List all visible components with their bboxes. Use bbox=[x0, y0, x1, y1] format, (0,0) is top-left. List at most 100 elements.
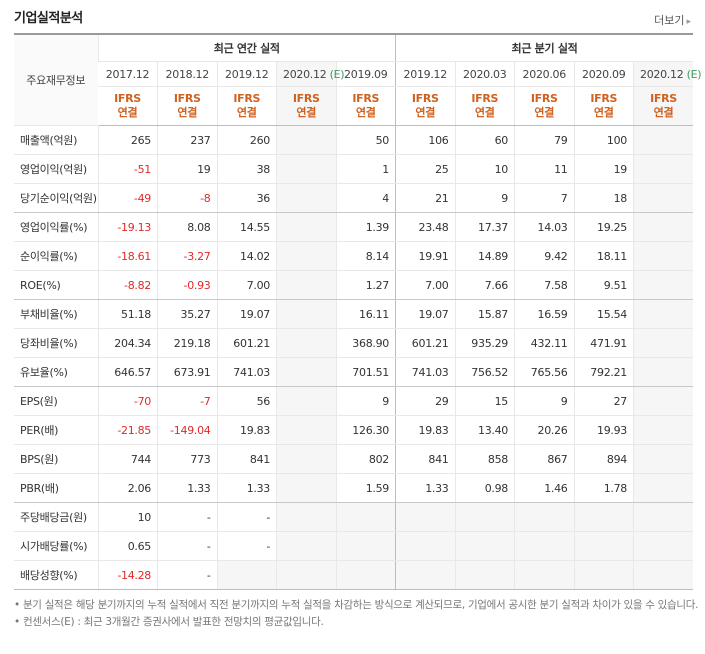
value-cell: 4 bbox=[335, 183, 396, 213]
data-row: 배당성향(%) -14.28- bbox=[14, 560, 693, 590]
value-cell: 100 bbox=[573, 125, 634, 155]
empty-cell bbox=[633, 444, 693, 474]
row-label: PER(배) bbox=[14, 415, 98, 445]
row-label: 영업이익(억원) bbox=[14, 154, 98, 184]
note-text: 분기 실적은 해당 분기까지의 누적 실적에서 직전 분기까지의 누적 실적을 … bbox=[22, 599, 699, 611]
value-cell: 701.51 bbox=[335, 357, 396, 387]
data-row: 당좌비율(%) 204.34 219.18 601.21 368.90 601.21 935… bbox=[14, 328, 693, 358]
empty-cell bbox=[276, 357, 336, 387]
basis: 연결 bbox=[355, 106, 376, 119]
accounting: IFRS bbox=[471, 92, 499, 105]
empty-cell bbox=[335, 502, 396, 532]
empty-cell bbox=[514, 560, 574, 590]
value-cell: - bbox=[157, 531, 217, 561]
basis: 연결 bbox=[177, 106, 198, 119]
accounting: IFRS bbox=[590, 92, 618, 105]
value-cell: 8.14 bbox=[335, 241, 396, 271]
basis: 연결 bbox=[593, 106, 614, 119]
empty-cell bbox=[276, 183, 336, 213]
ifrs-header: IFRS 연결 bbox=[276, 86, 336, 126]
value-cell: 7.66 bbox=[454, 270, 515, 300]
value-cell: - bbox=[216, 502, 277, 532]
value-cell: 601.21 bbox=[395, 328, 455, 358]
value-cell: 1.33 bbox=[157, 473, 217, 503]
period: 2018.12 bbox=[165, 67, 210, 81]
period-header: 2020.03 bbox=[454, 61, 515, 87]
more-link[interactable]: 더보기 ▸ bbox=[654, 14, 691, 27]
empty-cell bbox=[276, 502, 336, 532]
basis: 연결 bbox=[236, 106, 257, 119]
empty-cell bbox=[276, 154, 336, 184]
value-cell: 10 bbox=[97, 502, 158, 532]
empty-cell bbox=[633, 328, 693, 358]
empty-cell bbox=[395, 502, 455, 532]
value-cell: 14.55 bbox=[216, 212, 277, 242]
ifrs-header: IFRS 연결 bbox=[573, 86, 634, 126]
value-cell: 60 bbox=[454, 125, 515, 155]
value-cell: 1.27 bbox=[335, 270, 396, 300]
value-cell: 204.34 bbox=[97, 328, 158, 358]
value-cell: 9 bbox=[514, 386, 574, 416]
row-label: EPS(원) bbox=[14, 386, 98, 416]
row-label: 부채비율(%) bbox=[14, 299, 98, 329]
value-cell: -18.61 bbox=[97, 241, 158, 271]
section-title: 기업실적분석 bbox=[14, 11, 83, 26]
value-cell: 14.02 bbox=[216, 241, 277, 271]
value-cell: -70 bbox=[97, 386, 158, 416]
estimate-mark: (E) bbox=[329, 67, 345, 81]
accounting: IFRS bbox=[233, 92, 261, 105]
row-label: 순이익률(%) bbox=[14, 241, 98, 271]
ifrs-header: IFRS 연결 bbox=[395, 86, 455, 126]
ifrs-header: IFRS 연결 bbox=[216, 86, 277, 126]
value-cell: -0.93 bbox=[157, 270, 217, 300]
value-cell: 368.90 bbox=[335, 328, 396, 358]
accounting: IFRS bbox=[650, 92, 677, 105]
value-cell: 858 bbox=[454, 444, 515, 474]
note: • 컨센서스(E) : 최근 3개월간 증권사에서 발표한 전망치의 평균값입니… bbox=[14, 616, 324, 628]
value-cell: 7.58 bbox=[514, 270, 574, 300]
value-cell: -51 bbox=[97, 154, 158, 184]
more-text[interactable]: 더보기 bbox=[654, 14, 685, 27]
empty-cell bbox=[633, 531, 693, 561]
value-cell: 36 bbox=[216, 183, 277, 213]
data-row: BPS(원) 744 773 841 802 841 858 867 894 bbox=[14, 444, 693, 474]
row-label: 배당성향(%) bbox=[14, 560, 98, 590]
row-label: 영업이익률(%) bbox=[14, 212, 98, 242]
empty-cell bbox=[573, 531, 634, 561]
data-row: 부채비율(%) 51.18 35.27 19.07 16.11 19.07 15.87 16.… bbox=[14, 299, 693, 329]
value-cell: 1.46 bbox=[514, 473, 574, 503]
value-cell: 29 bbox=[395, 386, 455, 416]
period-header: 2020.06 bbox=[514, 61, 574, 87]
basis: 연결 bbox=[117, 106, 138, 119]
data-row: PER(배) -21.85 -149.04 19.83 126.30 19.83 13.40… bbox=[14, 415, 693, 445]
value-cell: 14.03 bbox=[514, 212, 574, 242]
empty-cell bbox=[395, 560, 455, 590]
period: 2020.12 bbox=[283, 67, 327, 81]
value-cell: -14.28 bbox=[97, 560, 158, 590]
empty-cell bbox=[335, 560, 396, 590]
note: • 분기 실적은 해당 분기까지의 누적 실적에서 직전 분기까지의 누적 실적… bbox=[14, 599, 699, 611]
empty-cell bbox=[276, 299, 336, 329]
value-cell: 25 bbox=[395, 154, 455, 184]
row-label: ROE(%) bbox=[14, 270, 98, 300]
group-row: 주요재무정보 최근 연간 실적 최근 분기 실적 bbox=[14, 33, 693, 126]
data-row: EPS(원) -70 -7 56 9 29 15 9 27 bbox=[14, 386, 693, 416]
empty-cell bbox=[276, 531, 336, 561]
empty-cell bbox=[633, 270, 693, 300]
data-row: ROE(%) -8.82 -0.93 7.00 1.27 7.00 7.66 7.58 9.51 bbox=[14, 270, 693, 300]
empty-cell bbox=[633, 415, 693, 445]
ifrs-header: IFRS 연결 bbox=[157, 86, 217, 126]
ifrs-header: IFRS 연결 bbox=[633, 86, 693, 126]
period: 2020.03 bbox=[463, 67, 507, 81]
value-cell: 237 bbox=[157, 125, 217, 155]
basis: 연결 bbox=[534, 106, 555, 119]
value-cell: 17.37 bbox=[454, 212, 515, 242]
empty-cell bbox=[276, 444, 336, 474]
value-cell: 1.78 bbox=[573, 473, 634, 503]
empty-cell bbox=[633, 154, 693, 184]
value-cell: 7.00 bbox=[216, 270, 277, 300]
ifrs-header: IFRS 연결 bbox=[335, 86, 396, 126]
data-row: 유보율(%) 646.57 673.91 741.03 701.51 741.03 756.… bbox=[14, 357, 693, 387]
period: 2019.12 bbox=[403, 67, 448, 81]
